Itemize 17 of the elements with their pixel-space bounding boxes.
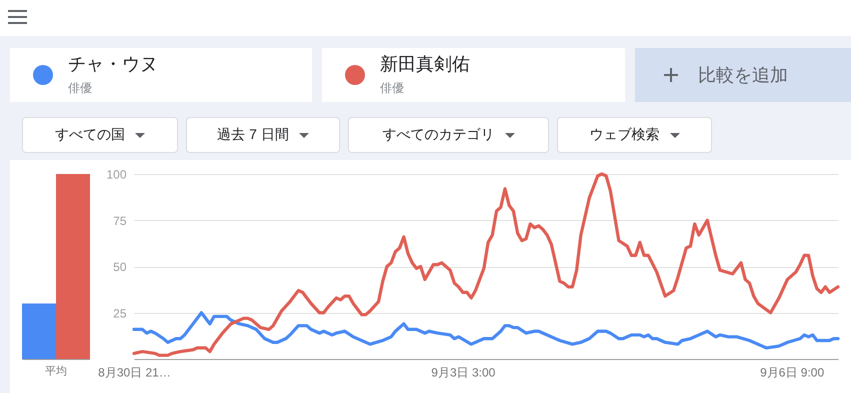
text: 新田真剣佑 [380,54,470,74]
text: 比較を追加 [698,64,788,87]
y-tick-label: 50 [113,260,127,274]
x-tick-label: 9月3日 3:00 [431,366,496,380]
text: 俳優 [380,80,404,97]
x-tick-label: 8月30日 21… [98,366,171,380]
x-tick-label: 9月6日 9:00 [760,366,824,380]
text: 俳優 [68,80,92,97]
y-tick-label: 100 [106,168,127,182]
text: チャ・ウヌ [68,54,158,74]
text: 過去 7 日間 [217,126,289,144]
text: すべてのカテゴリ [382,126,494,144]
text: すべての国 [55,126,125,144]
y-tick-label: 75 [113,214,127,228]
text: ウェブ検索 [590,126,660,144]
x-tick-label: 平均 [45,366,67,378]
y-tick-label: 25 [113,306,127,320]
